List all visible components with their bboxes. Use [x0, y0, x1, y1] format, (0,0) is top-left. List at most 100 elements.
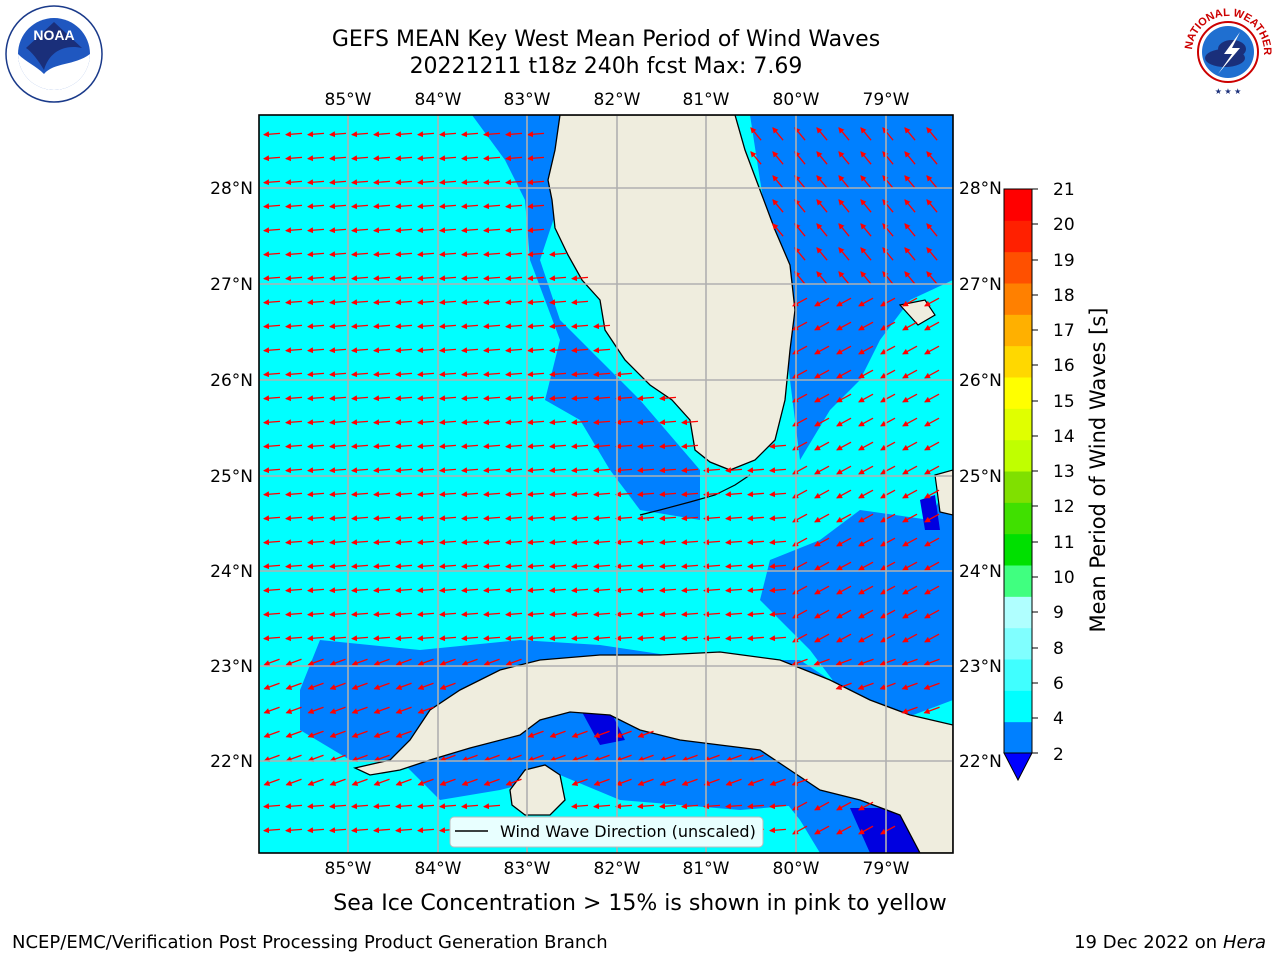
wind-wave-arrow	[858, 633, 874, 643]
colorbar-segment	[1004, 220, 1032, 253]
wind-wave-arrow	[483, 515, 501, 522]
wind-wave-arrow	[461, 515, 479, 522]
wind-wave-arrow	[549, 251, 567, 258]
wind-wave-arrow	[836, 321, 852, 331]
wind-wave-arrow	[725, 778, 742, 786]
wind-wave-arrow	[769, 803, 787, 810]
wind-wave-arrow	[461, 251, 479, 258]
lat-tick-right: 26°N	[959, 371, 1002, 391]
wind-wave-arrow	[483, 587, 501, 594]
wind-wave-arrow	[902, 441, 918, 451]
wind-wave-arrow	[483, 155, 501, 162]
wind-wave-arrow	[747, 803, 765, 810]
wind-wave-arrow	[816, 271, 828, 285]
wind-wave-arrow	[880, 585, 896, 595]
wind-wave-arrow	[395, 443, 413, 450]
wind-wave-arrow	[814, 633, 830, 643]
wind-wave-arrow	[814, 369, 830, 379]
wind-wave-arrow	[461, 563, 479, 570]
wind-wave-arrow	[858, 513, 874, 523]
wind-wave-arrow	[882, 127, 894, 141]
wind-wave-arrow	[836, 561, 852, 571]
wind-wave-arrow	[615, 515, 633, 522]
lon-tick-bottom: 84°W	[415, 859, 462, 879]
wind-wave-arrow	[373, 611, 391, 618]
wind-wave-arrow	[285, 539, 303, 546]
wind-wave-arrow	[505, 299, 523, 306]
wind-wave-arrow	[373, 754, 390, 762]
wind-wave-arrow	[838, 151, 850, 165]
wind-wave-arrow	[505, 539, 523, 546]
wind-wave-arrow	[527, 275, 545, 282]
wind-wave-arrow	[263, 658, 280, 666]
wind-wave-arrow	[880, 369, 896, 379]
colorbar-segment	[1004, 659, 1032, 691]
wind-wave-arrow	[373, 587, 391, 594]
wind-wave-arrow	[395, 515, 413, 522]
lat-tick-right: 25°N	[959, 467, 1002, 487]
wind-wave-arrow	[351, 682, 368, 690]
wind-wave-arrow	[814, 609, 830, 619]
wind-wave-arrow	[307, 635, 325, 642]
colorbar-tick: 10	[1053, 568, 1075, 588]
wind-wave-arrow	[858, 561, 874, 571]
wind-wave-arrow	[904, 175, 916, 189]
wind-wave-arrow	[417, 347, 435, 354]
wind-wave-arrow	[637, 515, 655, 522]
wind-wave-arrow	[483, 275, 501, 282]
wind-wave-arrow	[747, 515, 765, 522]
wind-wave-arrow	[307, 419, 325, 426]
wind-wave-arrow	[527, 131, 545, 138]
wind-wave-arrow	[814, 561, 830, 571]
wind-wave-arrow	[307, 179, 325, 186]
colorbar-tick: 11	[1053, 533, 1075, 553]
wind-wave-arrow	[924, 321, 940, 331]
wind-wave-arrow	[505, 251, 523, 258]
wind-wave-arrow	[351, 323, 369, 330]
legend-label: Wind Wave Direction (unscaled)	[500, 822, 756, 841]
wind-wave-arrow	[816, 199, 828, 213]
wind-wave-arrow	[926, 151, 938, 165]
wind-wave-arrow	[527, 754, 544, 762]
wind-wave-arrow	[836, 825, 852, 835]
wind-wave-arrow	[373, 778, 390, 786]
wind-wave-arrow	[838, 199, 850, 213]
wind-wave-arrow	[571, 299, 589, 306]
colorbar-segment	[1004, 721, 1032, 754]
wind-wave-arrow	[769, 467, 787, 474]
wind-wave-arrow	[571, 443, 589, 450]
wind-wave-arrow	[351, 371, 369, 378]
wind-wave-arrow	[329, 251, 347, 258]
lon-tick-top: 84°W	[415, 90, 462, 110]
wind-wave-arrow	[307, 275, 325, 282]
wind-wave-arrow	[549, 563, 567, 570]
wind-wave-arrow	[373, 155, 391, 162]
lat-tick-right: 27°N	[959, 275, 1002, 295]
wind-wave-arrow	[593, 803, 611, 810]
wind-wave-arrow	[329, 203, 347, 210]
wind-wave-arrow	[860, 175, 872, 189]
wind-wave-arrow	[417, 827, 435, 834]
wind-wave-arrow	[924, 297, 940, 307]
wind-wave-arrow	[926, 199, 938, 213]
wind-wave-arrow	[902, 369, 918, 379]
wind-wave-arrow	[439, 587, 457, 594]
wind-wave-arrow	[637, 730, 654, 738]
wind-wave-arrow	[351, 658, 368, 666]
wind-wave-arrow	[681, 778, 698, 786]
wind-wave-arrow	[924, 633, 940, 643]
wind-wave-arrow	[483, 778, 500, 786]
wind-wave-arrow	[836, 489, 852, 499]
wind-wave-arrow	[880, 441, 896, 451]
wind-wave-arrow	[417, 179, 435, 186]
wind-wave-arrow	[836, 633, 852, 643]
wind-wave-arrow	[858, 441, 874, 451]
wind-wave-arrow	[838, 127, 850, 141]
wind-wave-arrow	[373, 323, 391, 330]
wind-wave-arrow	[858, 321, 874, 331]
wind-wave-arrow	[902, 345, 918, 355]
wind-wave-arrow	[571, 491, 589, 498]
lon-tick-top: 83°W	[504, 90, 551, 110]
wind-wave-arrow	[351, 539, 369, 546]
wind-wave-arrow	[923, 682, 940, 690]
